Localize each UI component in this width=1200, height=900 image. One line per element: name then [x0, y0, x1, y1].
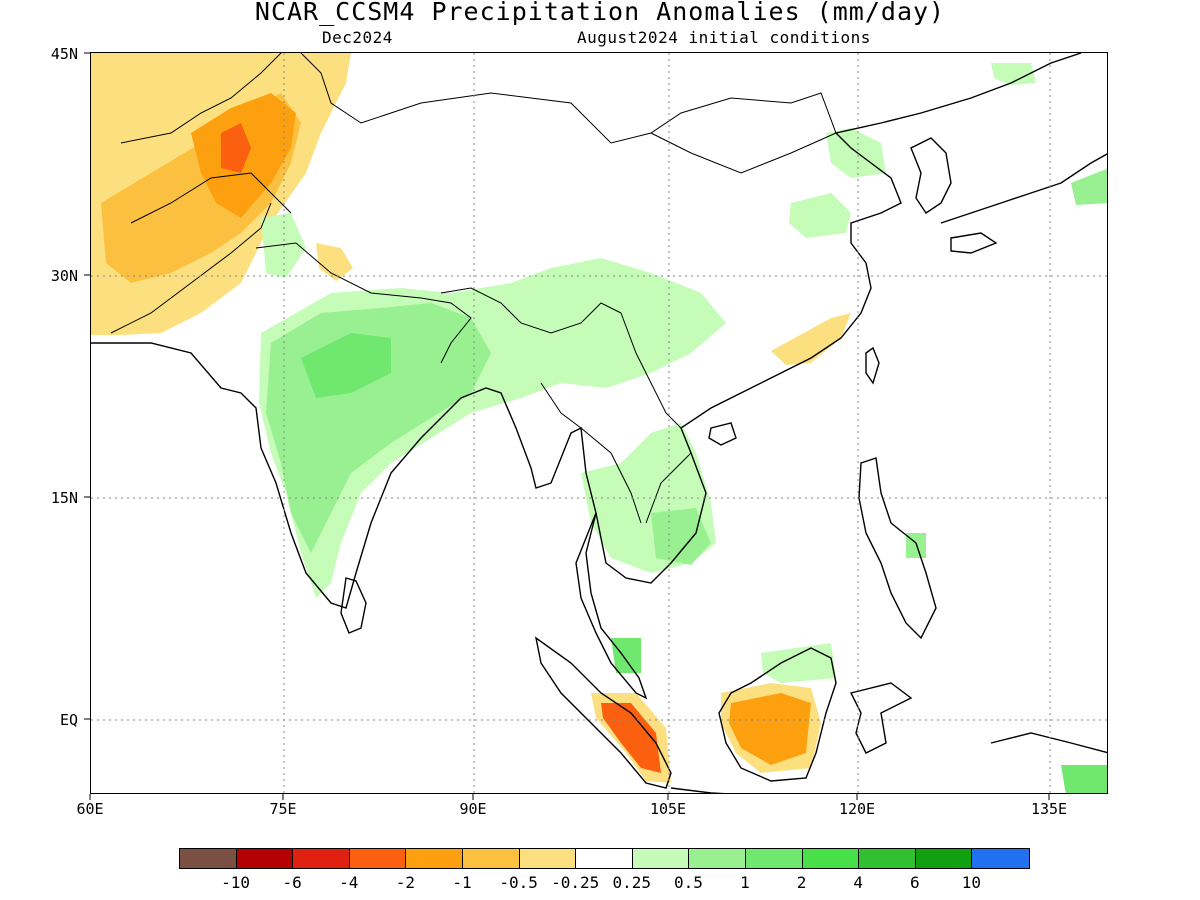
lon-label-75e: 75E	[269, 800, 297, 818]
coastline-korea	[910, 137, 952, 214]
colorbar-box-3	[349, 849, 407, 868]
lon-label-135e: 135E	[1030, 800, 1068, 818]
lat-label-30n: 30N	[50, 267, 78, 285]
wet-anomaly-japan-east	[1071, 168, 1107, 205]
colorbar-tick-label: -0.25	[551, 873, 600, 892]
initial-conditions-label: August2024 initial conditions	[577, 28, 871, 47]
colorbar-tick-label: 0.5	[673, 873, 703, 892]
colorbar-box-2	[293, 849, 350, 868]
colorbar-tick-label: 2	[796, 873, 807, 892]
colorbar-box-6	[519, 849, 577, 868]
graticule	[91, 53, 1107, 793]
colorbar-box-4	[406, 849, 463, 868]
lon-label-105e: 105E	[649, 800, 687, 818]
colorbar-tick-label: 6	[909, 873, 920, 892]
colorbar-tick-label: -2	[395, 873, 416, 892]
lat-label-45n: 45N	[50, 45, 78, 63]
wet-anomaly-korea	[826, 128, 886, 178]
colorbar-tick-label: 0.25	[612, 873, 652, 892]
wet-anomaly-india-core	[301, 333, 391, 398]
wet-anomaly-vietnam-medium	[651, 508, 711, 565]
coastline-taiwan	[865, 346, 880, 385]
dry-anomaly-borneo-strong	[729, 693, 811, 765]
colorbar-box-1	[236, 849, 294, 868]
dry-anomaly-pakistan-heavy	[221, 123, 251, 173]
lat-label-15n: 15N	[50, 489, 78, 507]
colorbar	[179, 848, 1030, 869]
colorbar-tick-label: -10	[221, 873, 251, 892]
coastline-java	[670, 787, 726, 793]
wet-anomaly-japan	[991, 63, 1036, 85]
wet-anomaly-new-guinea	[1061, 765, 1107, 793]
colorbar-box-8	[632, 849, 690, 868]
colorbar-box-9	[689, 849, 746, 868]
coastline-philippines	[858, 457, 937, 640]
lon-label-90e: 90E	[459, 800, 487, 818]
wet-anomaly-east-china	[789, 193, 851, 238]
coastline-sri-lanka	[340, 577, 367, 634]
map-canvas	[91, 53, 1107, 793]
coastline-malay-peninsula	[575, 512, 648, 700]
wet-anomaly-north-borneo	[761, 643, 836, 683]
coastline-hainan	[708, 422, 737, 446]
colorbar-box-11	[802, 849, 860, 868]
map-title: NCAR_CCSM4 Precipitation Anomalies (mm/d…	[254, 0, 946, 26]
dry-anomaly-south-china	[771, 313, 851, 365]
coastline-new-guinea	[990, 732, 1107, 754]
colorbar-box-10	[745, 849, 803, 868]
colorbar-tick-label: 10	[961, 873, 982, 892]
colorbar-box-13	[915, 849, 973, 868]
colorbar-box-14	[972, 849, 1029, 868]
colorbar-tick-label: -0.5	[499, 873, 538, 892]
colorbar-box-0	[180, 849, 237, 868]
colorbar-box-12	[859, 849, 916, 868]
wet-anomaly-malaysia	[611, 638, 641, 673]
lon-label-120e: 120E	[838, 800, 876, 818]
colorbar-tick-label: 1	[740, 873, 750, 892]
coastline-asia	[91, 53, 1082, 609]
dry-anomaly-sumatra-heavy	[601, 703, 661, 773]
coastline-japan	[940, 153, 1107, 254]
lon-label-60e: 60E	[76, 800, 104, 818]
precipitation-map	[90, 52, 1108, 794]
colorbar-tick-label: 4	[853, 873, 863, 892]
dry-anomaly-tibet-edge	[316, 243, 353, 281]
colorbar-tick-label: -4	[339, 873, 359, 892]
coastline-borneo	[718, 647, 837, 782]
colorbar-tick-label: -6	[282, 873, 302, 892]
colorbar-tick-label: -1	[452, 873, 472, 892]
coastline-sumatra	[534, 636, 672, 789]
forecast-month: Dec2024	[322, 28, 393, 47]
colorbar-box-7	[576, 849, 633, 868]
lat-label-eq: EQ	[59, 711, 78, 729]
colorbar-box-5	[462, 849, 520, 868]
country-borders	[110, 53, 837, 524]
